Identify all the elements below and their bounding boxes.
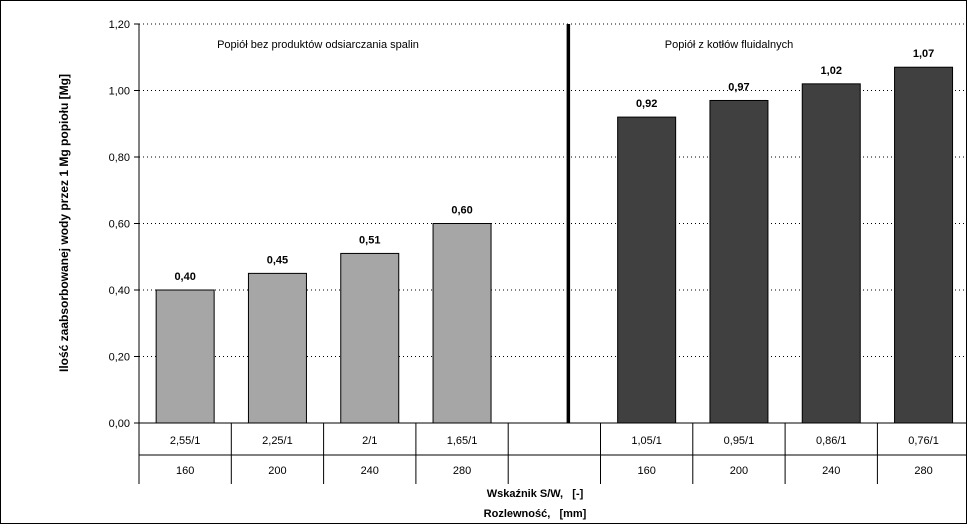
y-tick-label: 0,60 xyxy=(109,219,130,231)
data-label: 0,45 xyxy=(267,254,288,266)
category-table: 2,55/1 160 2,25/1 200 2/1 240 1,65/1 280 1,05/1 1… xyxy=(138,423,967,484)
x-tick-label-flow: 160 xyxy=(637,465,655,477)
bar xyxy=(801,83,861,424)
y-tick-label: 0,20 xyxy=(109,352,130,364)
x-axis-label-sw: Wskaźnik S/W, [-] xyxy=(487,488,584,500)
data-label: 0,97 xyxy=(728,81,749,93)
x-tick-label-sw: 1,65/1 xyxy=(447,435,478,447)
data-label: 0,40 xyxy=(174,271,195,283)
group-label-right: Popiół z kotłów fluidalnych xyxy=(665,39,793,51)
bar-series: 0,40 0,45 0,51 0,60 0,92 0,97 1,02 1,07 xyxy=(155,48,954,424)
x-tick-label-flow: 240 xyxy=(361,465,379,477)
y-tick-labels: 0,00 0,20 0,40 0,60 0,80 1,00 1,20 xyxy=(109,19,130,430)
bar xyxy=(432,223,492,424)
data-label: 0,92 xyxy=(636,98,657,110)
y-tick-label: 0,80 xyxy=(109,152,130,164)
x-tick-label-sw: 0,86/1 xyxy=(816,435,847,447)
axes xyxy=(134,23,967,424)
data-label: 1,07 xyxy=(913,48,934,60)
x-tick-label-flow: 280 xyxy=(453,465,471,477)
x-tick-label-sw: 2,55/1 xyxy=(170,435,201,447)
x-tick-label-sw: 1,05/1 xyxy=(631,435,662,447)
x-tick-label-sw: 2,25/1 xyxy=(262,435,293,447)
bar xyxy=(709,99,769,424)
x-tick-label-flow: 200 xyxy=(268,465,286,477)
x-tick-label-flow: 280 xyxy=(914,465,932,477)
x-tick-label-sw: 0,76/1 xyxy=(908,435,939,447)
x-tick-label-flow: 200 xyxy=(730,465,748,477)
x-tick-label-flow: 160 xyxy=(176,465,194,477)
x-tick-label-flow: 240 xyxy=(822,465,840,477)
bar xyxy=(155,289,215,424)
y-tick-label: 1,00 xyxy=(109,86,130,98)
x-tick-label-sw: 0,95/1 xyxy=(724,435,755,447)
group-label-left: Popiół bez produktów odsiarczania spalin xyxy=(217,39,419,51)
y-tick-label: 1,20 xyxy=(109,19,130,31)
bar xyxy=(340,252,400,424)
bar xyxy=(617,116,677,424)
data-label: 0,60 xyxy=(451,205,472,217)
bar xyxy=(894,66,954,424)
bar xyxy=(247,272,307,424)
y-tick-label: 0,40 xyxy=(109,285,130,297)
y-tick-label: 0,00 xyxy=(109,418,130,430)
x-axis-label-flow: Rozlewność, [mm] xyxy=(484,508,587,520)
x-tick-label-sw: 2/1 xyxy=(362,435,377,447)
data-label: 0,51 xyxy=(359,234,380,246)
y-axis-label: Ilość zaabsorbowanej wody przez 1 Mg pop… xyxy=(57,74,71,372)
data-label: 1,02 xyxy=(821,65,842,77)
